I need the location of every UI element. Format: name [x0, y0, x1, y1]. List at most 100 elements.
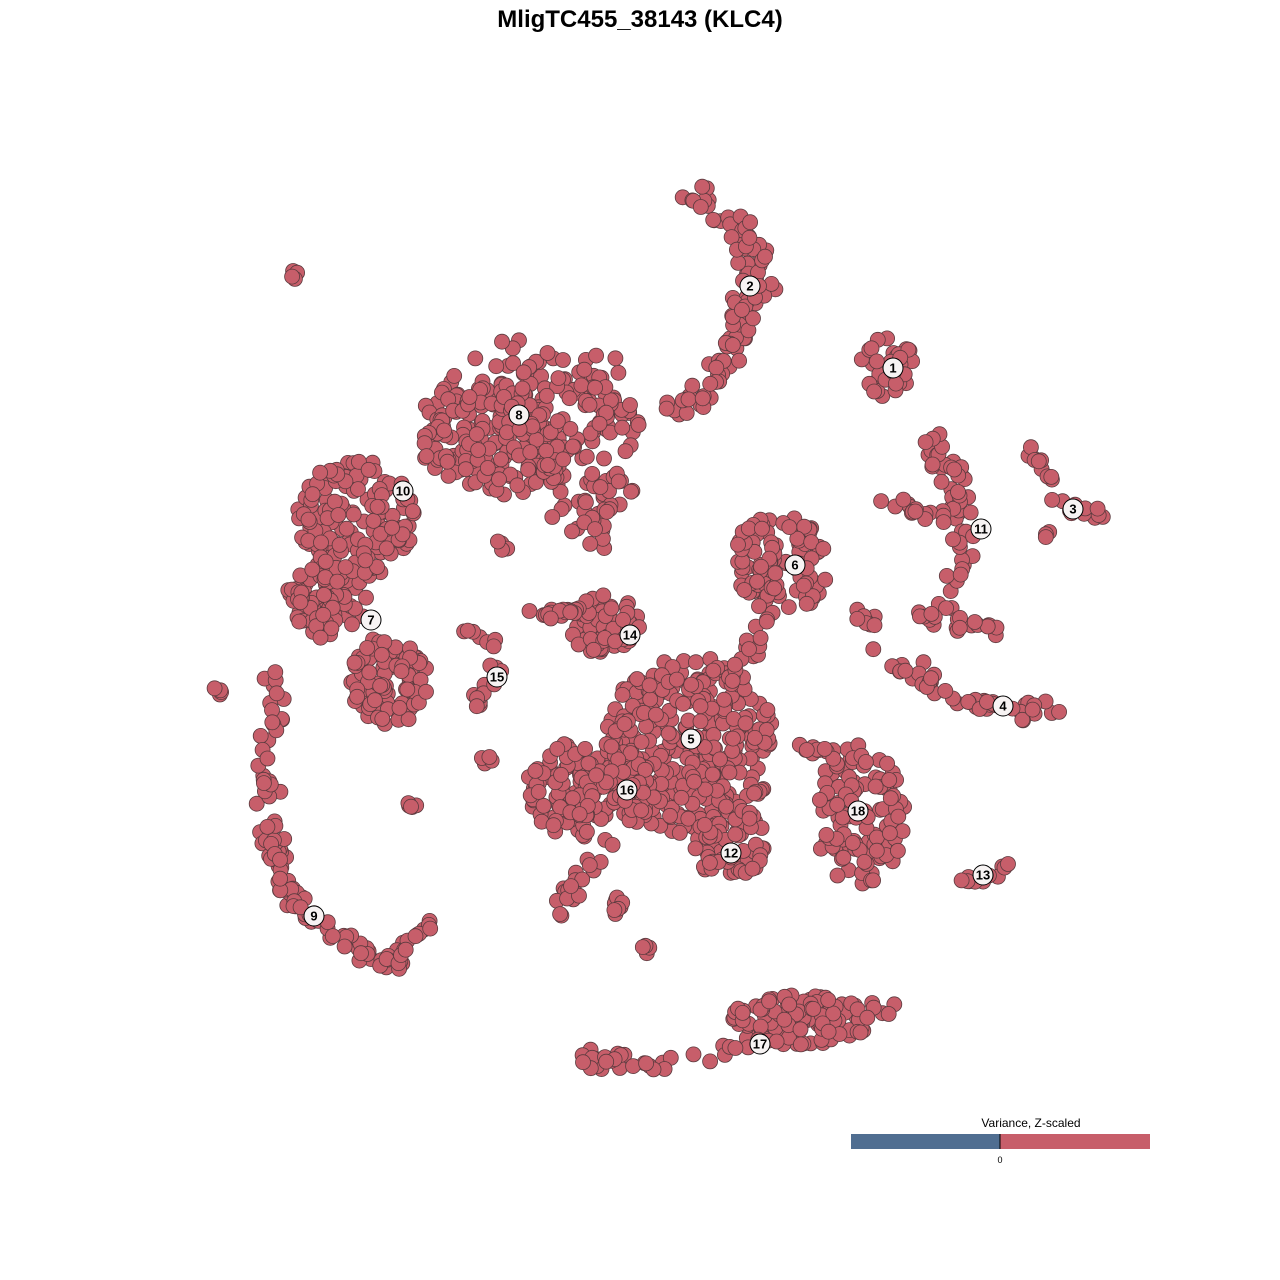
data-point: [702, 1053, 718, 1070]
data-point: [924, 456, 941, 473]
data-point: [890, 842, 906, 859]
data-point: [552, 906, 568, 922]
data-point: [742, 214, 758, 231]
data-point: [767, 565, 784, 582]
data-point: [727, 656, 743, 673]
data-point: [378, 540, 395, 557]
data-point: [702, 854, 718, 871]
data-point: [917, 434, 934, 451]
data-point: [683, 676, 700, 693]
data-point: [384, 519, 400, 536]
data-point: [816, 741, 833, 757]
data-point: [727, 826, 744, 843]
data-point: [304, 561, 321, 578]
data-point: [470, 442, 487, 458]
data-point: [966, 614, 983, 630]
data-point: [633, 734, 650, 750]
data-point: [758, 613, 775, 630]
data-point: [780, 599, 797, 615]
data-point: [338, 520, 355, 537]
data-point: [404, 503, 421, 520]
cluster-label-marker: [486, 666, 508, 688]
data-point: [542, 424, 559, 441]
data-point: [744, 860, 761, 877]
data-point: [692, 199, 709, 215]
data-point: [752, 630, 769, 646]
data-point: [952, 566, 969, 583]
data-point: [407, 928, 424, 945]
data-point: [704, 766, 721, 783]
data-point: [951, 619, 968, 636]
data-point: [805, 1001, 822, 1017]
data-point: [812, 792, 828, 808]
data-point: [1024, 701, 1041, 718]
cluster-label-marker: [784, 554, 806, 576]
data-point: [588, 347, 604, 364]
data-point: [882, 825, 898, 842]
data-point: [718, 798, 735, 815]
data-point: [622, 397, 638, 413]
data-point: [259, 819, 276, 835]
cluster-label-text: 4: [999, 699, 1007, 714]
data-point: [859, 1009, 876, 1026]
data-point: [945, 531, 961, 548]
data-point: [576, 361, 593, 378]
data-point: [564, 438, 581, 455]
data-point: [391, 700, 408, 716]
cluster-label-text: 15: [490, 670, 504, 685]
data-point: [798, 742, 815, 758]
data-point: [350, 481, 366, 498]
data-point: [746, 785, 762, 802]
data-point: [866, 383, 882, 400]
data-point: [793, 1036, 809, 1053]
data-point: [950, 484, 966, 500]
data-point: [731, 352, 747, 369]
cluster-label-marker: [1062, 498, 1084, 520]
data-point: [734, 1005, 751, 1021]
data-point: [923, 670, 939, 687]
cluster-label-14: 14: [619, 624, 641, 646]
data-point: [759, 702, 776, 718]
data-point: [1000, 856, 1016, 872]
data-point: [1044, 491, 1060, 508]
data-point: [768, 1033, 785, 1050]
data-point: [844, 835, 861, 851]
cluster-label-text: 8: [515, 408, 522, 423]
data-point: [946, 461, 963, 478]
data-point: [527, 763, 544, 779]
data-point: [571, 806, 588, 822]
data-point: [953, 872, 970, 889]
data-point: [705, 211, 722, 228]
data-point: [248, 795, 265, 812]
data-point: [509, 477, 526, 494]
data-point: [514, 380, 531, 397]
data-point: [479, 460, 496, 476]
data-point: [881, 772, 898, 788]
data-point: [694, 178, 711, 195]
data-point: [865, 872, 881, 889]
cluster-label-text: 5: [687, 732, 694, 747]
data-point: [573, 377, 590, 394]
data-point: [727, 1040, 744, 1056]
cluster-label-marker: [739, 275, 761, 297]
data-point: [457, 461, 474, 478]
data-point: [365, 513, 382, 529]
data-point: [803, 534, 820, 550]
data-point: [641, 677, 658, 694]
data-point: [888, 375, 904, 392]
data-point: [749, 573, 765, 590]
data-point: [584, 465, 601, 482]
data-point: [521, 603, 538, 619]
data-point: [880, 1006, 897, 1022]
data-point: [696, 817, 713, 833]
cluster-label-16: 16: [616, 779, 638, 801]
data-point: [858, 754, 874, 770]
data-point: [747, 730, 763, 746]
data-point: [578, 494, 594, 511]
data-point: [705, 662, 722, 679]
legend-high-bar: [1000, 1134, 1150, 1149]
data-point: [539, 345, 556, 361]
data-point: [564, 790, 581, 807]
data-point: [852, 1024, 869, 1041]
data-point: [481, 749, 498, 765]
